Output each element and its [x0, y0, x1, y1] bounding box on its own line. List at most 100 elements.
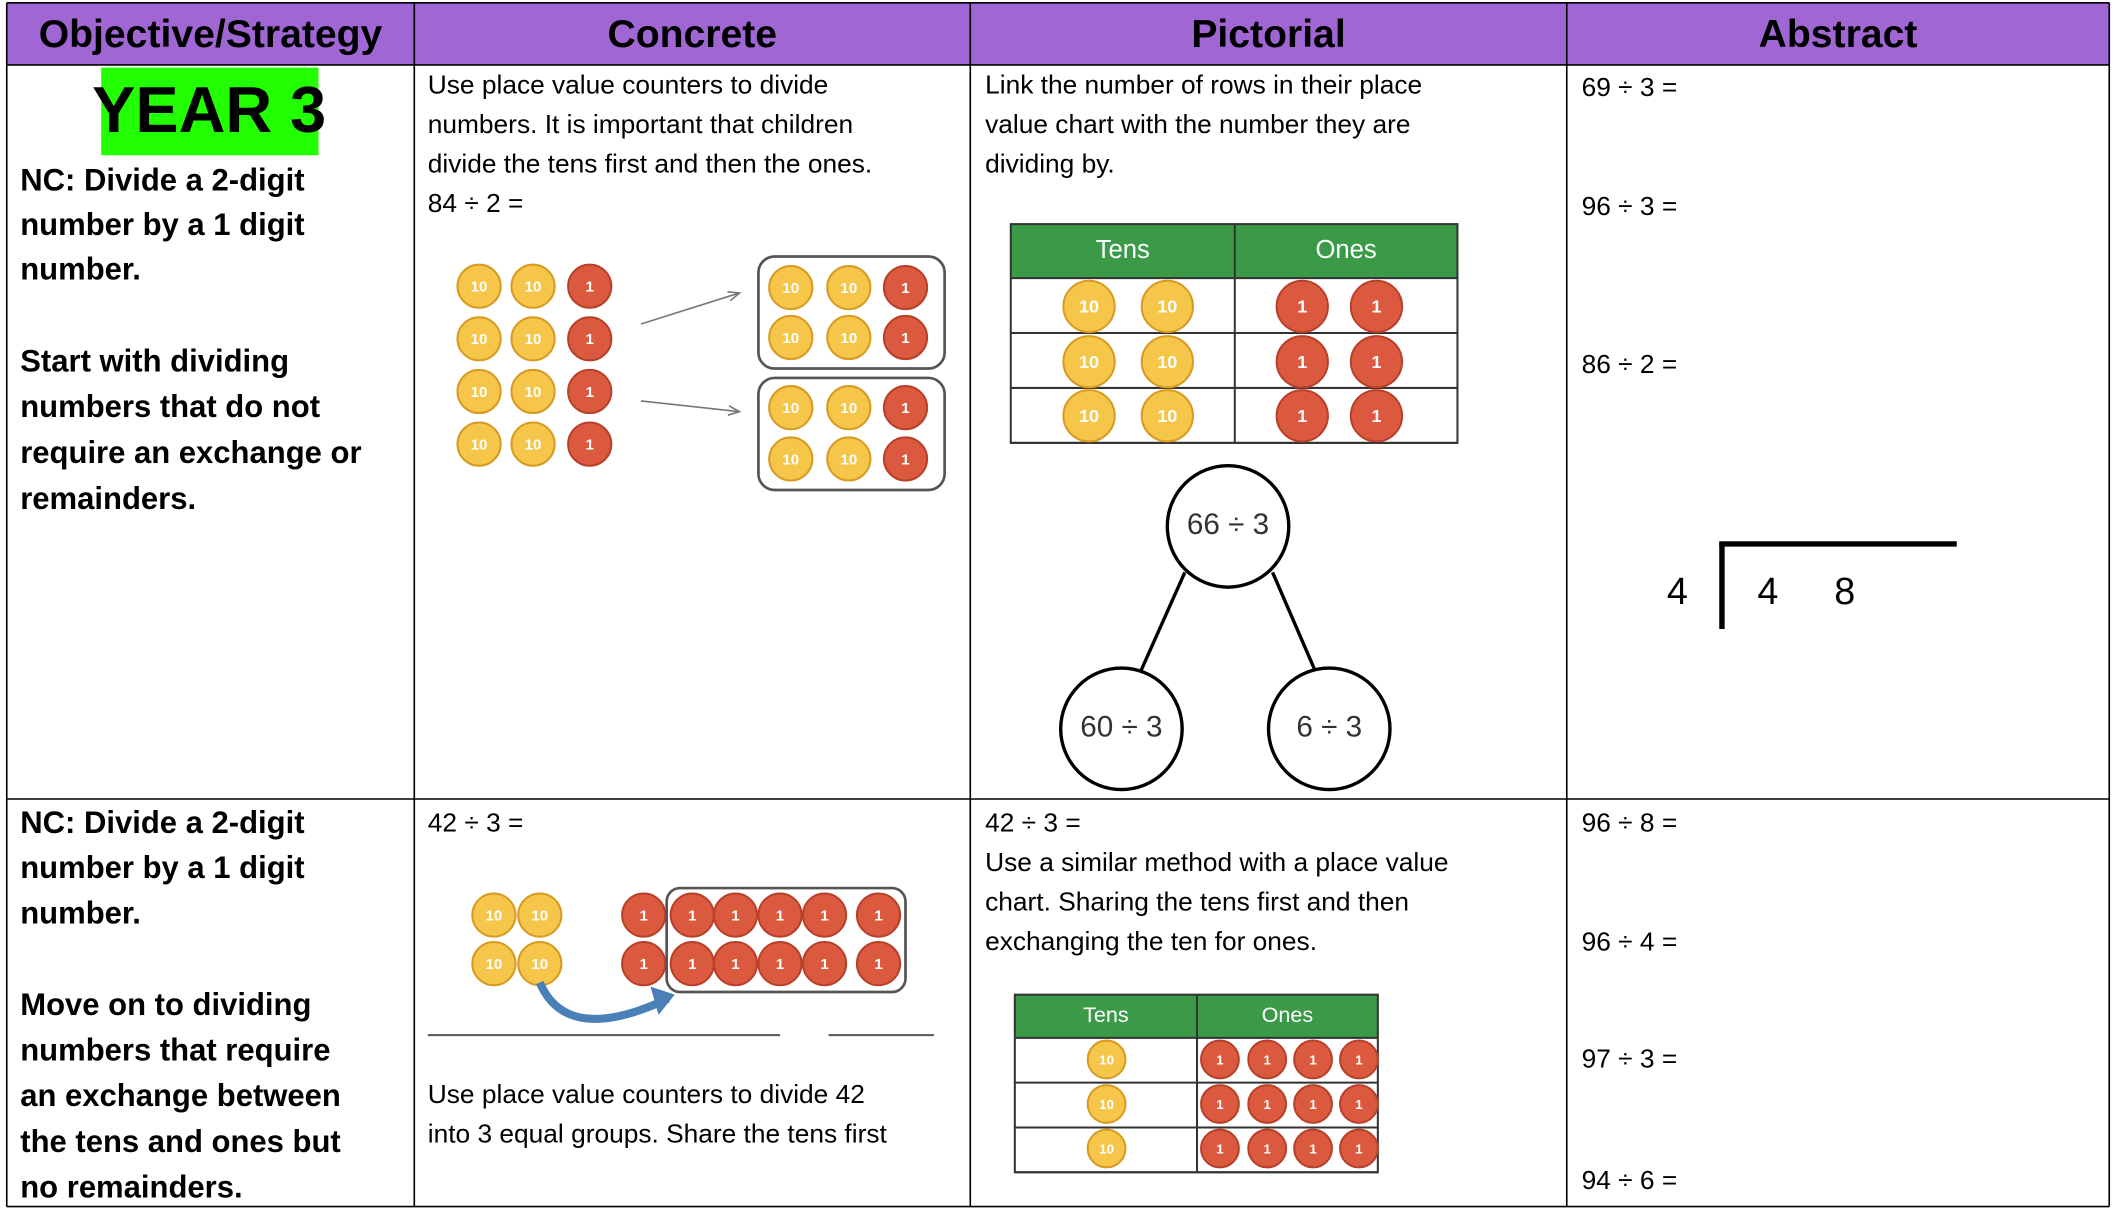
counter-label: 1: [1371, 352, 1381, 372]
ten-counter: [826, 314, 872, 361]
counter-label: 1: [1309, 1052, 1316, 1067]
concrete-text: divide the tens first and then the ones.: [428, 149, 872, 179]
rule: [1271, 571, 1318, 673]
strategy: numbers that do not: [20, 389, 320, 424]
rule: [640, 292, 740, 325]
ten-counter: [1140, 279, 1194, 334]
counter-label: 1: [1297, 406, 1307, 426]
ten-counter: [510, 421, 556, 467]
ten-counter: [471, 941, 517, 987]
strategy: Move on to dividing: [20, 987, 311, 1022]
counter-label: 1: [1371, 406, 1381, 426]
one-counter: [1339, 1128, 1379, 1169]
exchange-arrow-head: [650, 986, 675, 1015]
counter-label: 10: [1099, 1141, 1114, 1156]
counter-label: 10: [471, 436, 488, 453]
column-header: Abstract: [1759, 13, 1918, 56]
counter-label: 10: [1157, 352, 1177, 372]
concrete-text: Use place value counters to divide: [428, 69, 829, 99]
ten-counter: [768, 264, 814, 311]
ten-counter: [826, 264, 872, 311]
objective: NC: Divide a 2-digit: [20, 805, 304, 840]
one-counter: [1293, 1128, 1333, 1169]
counter-label: 1: [1355, 1097, 1362, 1112]
group-box: [757, 255, 946, 370]
tree-label: 60 ÷ 3: [1080, 711, 1162, 744]
one-counter: [1247, 1128, 1288, 1169]
counter-label: 10: [471, 331, 488, 348]
one-counter: [882, 314, 929, 361]
one-counter: [757, 941, 803, 987]
counter-label: 1: [1355, 1052, 1362, 1067]
one-counter: [1349, 389, 1404, 443]
ten-counter: [456, 368, 502, 415]
counter-label: 1: [776, 907, 784, 924]
one-counter: [757, 892, 803, 938]
ten-counter: [510, 263, 556, 309]
counter-label: 10: [782, 280, 799, 297]
counter-label: 1: [776, 956, 784, 973]
counter-label: 10: [1079, 352, 1099, 372]
one-counter: [1293, 1039, 1333, 1080]
tree-node: [1266, 666, 1392, 792]
ten-counter: [1062, 279, 1116, 334]
counter-label: 10: [840, 400, 857, 417]
one-counter: [712, 892, 759, 938]
pictorial-text: 42 ÷ 3 =: [985, 808, 1081, 838]
counter-label: 10: [486, 907, 503, 924]
pictorial-text: exchanging the ten for ones.: [985, 926, 1317, 956]
one-counter: [855, 941, 902, 987]
counter-label: 10: [531, 956, 548, 973]
one-counter: [882, 385, 929, 431]
objective: number.: [20, 895, 141, 930]
group-box: [665, 886, 907, 994]
strategy: remainders.: [20, 481, 196, 516]
abstract-question: 96 ÷ 4 =: [1582, 926, 1678, 956]
one-counter: [882, 436, 929, 482]
counter-label: 10: [486, 956, 503, 973]
abstract-question: 97 ÷ 3 =: [1582, 1044, 1678, 1074]
chart-header-label: Tens: [1096, 236, 1150, 264]
tree-label: 6 ÷ 3: [1296, 711, 1362, 744]
counter-label: 1: [1297, 352, 1307, 372]
counter-label: 1: [1309, 1097, 1316, 1112]
dividend-digit: 4: [1757, 571, 1778, 613]
pictorial-text: chart. Sharing the tens first and then: [985, 886, 1409, 916]
chart-header-label: Tens: [1083, 1002, 1129, 1027]
column-header: Concrete: [607, 13, 777, 56]
counter-label: 1: [688, 956, 696, 973]
counter-label: 10: [1079, 297, 1099, 317]
counter-label: 1: [1216, 1141, 1223, 1156]
abstract-question: 96 ÷ 8 =: [1582, 808, 1678, 838]
ten-counter: [826, 436, 872, 482]
tree-node: [1059, 666, 1184, 792]
arrow-head: [727, 290, 742, 302]
counter-label: 10: [1099, 1052, 1114, 1067]
counter-label: 10: [1079, 406, 1099, 426]
counter-label: 1: [731, 907, 739, 924]
counter-label: 1: [1263, 1052, 1270, 1067]
one-counter: [882, 264, 929, 311]
counter-label: 1: [1263, 1097, 1270, 1112]
ten-counter: [1062, 335, 1116, 389]
one-counter: [1275, 279, 1329, 334]
one-counter: [801, 941, 848, 987]
counter-label: 1: [586, 331, 594, 348]
one-counter: [801, 892, 848, 938]
one-counter: [1349, 335, 1404, 389]
abstract-question: 86 ÷ 2 =: [1582, 349, 1678, 379]
one-counter: [1200, 1039, 1240, 1080]
pictorial-text: Link the number of rows in their place: [985, 69, 1422, 99]
tree-node: [1165, 463, 1291, 589]
counter-label: 10: [531, 907, 548, 924]
one-counter: [855, 892, 902, 938]
counter-label: 1: [1263, 1141, 1270, 1156]
counter-label: 1: [586, 436, 594, 453]
objective: number by a 1 digit: [20, 207, 304, 242]
concrete-text: 42 ÷ 3 =: [428, 808, 524, 838]
arrow-head: [727, 405, 742, 416]
counter-label: 1: [901, 400, 909, 417]
ten-counter: [510, 368, 556, 415]
